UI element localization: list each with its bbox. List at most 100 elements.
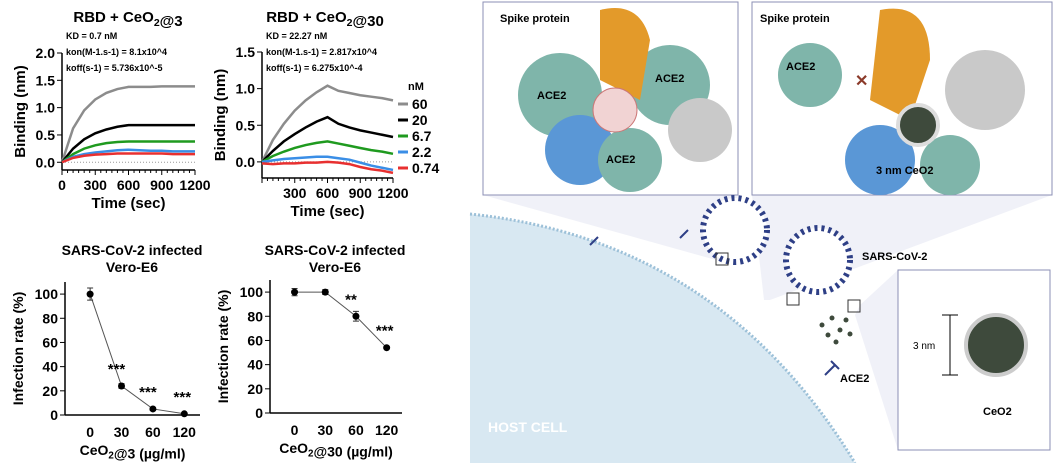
y-tick-label: 80 — [42, 310, 58, 326]
x-tick-label: 900 — [150, 177, 174, 193]
ace2-label: ACE2 — [606, 154, 635, 166]
kinetics-annotation: koff(s-1) = 5.736x10^-5 — [66, 63, 163, 73]
ceo2-nanoparticle — [896, 103, 940, 147]
legend-label: 2.2 — [412, 144, 432, 160]
ceo2-nanoparticle — [964, 313, 1028, 377]
zoom-cone — [855, 270, 898, 450]
series-line-2.2 — [61, 148, 195, 164]
significance-marker: ** — [345, 291, 357, 308]
ace2-label: ACE2 — [537, 90, 566, 102]
legend-label: 0.74 — [412, 160, 439, 176]
virus-label: SARS-CoV-2 — [862, 251, 927, 263]
spike-label: Spike protein — [760, 13, 830, 25]
x-tick-label: 0 — [291, 422, 299, 438]
y-tick-label: 0 — [255, 405, 263, 421]
data-point — [291, 288, 299, 296]
y-tick-label: 20 — [247, 381, 263, 397]
size-label: 3 nm — [913, 341, 935, 352]
x-tick-label: 60 — [145, 424, 161, 440]
kinetics-annotation: kon(M-1.s-1) = 2.817x10^4 — [266, 47, 377, 57]
series-line-0.74 — [261, 160, 394, 175]
y-tick-label: 80 — [247, 308, 263, 324]
ceo2-label: CeO2 — [983, 406, 1012, 418]
y-tick-label: 0.0 — [236, 154, 256, 170]
x-tick-label: 120 — [173, 424, 197, 440]
x-tick-label: 60 — [348, 422, 364, 438]
significance-marker: *** — [376, 323, 394, 340]
spike-label: Spike protein — [500, 13, 570, 25]
virus-particle — [783, 225, 853, 295]
data-point — [118, 382, 126, 390]
y-tick-label: 40 — [247, 357, 263, 373]
y-axis-label: Infection rate (%) — [215, 290, 231, 404]
y-tick-label: 0.0 — [36, 154, 56, 170]
spike-protein — [870, 8, 930, 121]
legend-title: nM — [408, 81, 424, 93]
kinetics-annotation: kon(M-1.s-1) = 8.1x10^4 — [66, 47, 167, 57]
x-tick-label: 900 — [349, 185, 373, 201]
x-axis-label: Time (sec) — [92, 195, 166, 212]
y-tick-label: 2.0 — [36, 45, 56, 61]
y-tick-label: 60 — [247, 332, 263, 348]
chart-title: RBD + CeO2@3 — [73, 9, 182, 30]
y-tick-label: 40 — [42, 359, 58, 375]
y-axis-label: Binding (nm) — [212, 69, 229, 161]
kinetics-annotation: KD = 0.7 nM — [66, 31, 117, 41]
y-tick-label: 100 — [35, 286, 59, 302]
x-axis-label: CeO2@3 (µg/ml) — [80, 442, 186, 462]
x-tick-label: 300 — [283, 185, 307, 201]
zoom-cone — [483, 195, 738, 260]
data-point — [180, 410, 188, 418]
legend-label: 6.7 — [412, 128, 432, 144]
series-line — [89, 293, 185, 415]
ace2-label: ACE2 — [840, 373, 869, 385]
series-line-6.7 — [261, 140, 394, 163]
data-point — [86, 290, 94, 298]
x-axis-label: Time (sec) — [291, 203, 365, 220]
y-tick-label: 1.0 — [36, 100, 56, 116]
y-tick-label: 1.5 — [36, 72, 56, 88]
x-tick-label: 0 — [86, 424, 94, 440]
ceo2-label: 3 nm CeO2 — [876, 165, 933, 177]
chart-title: RBD + CeO2@30 — [266, 9, 384, 30]
ace2-label: ACE2 — [786, 61, 815, 73]
x-axis-label: CeO2@30 (µg/ml) — [279, 440, 393, 460]
ace2-receptor — [824, 360, 840, 376]
significance-marker: *** — [139, 384, 157, 401]
rbd-domain — [545, 115, 615, 185]
series-line — [294, 291, 388, 349]
spike-subunit — [668, 98, 732, 162]
size-scale — [942, 314, 958, 376]
x-tick-label: 1200 — [179, 177, 210, 193]
data-point — [149, 405, 157, 413]
significance-marker: *** — [108, 361, 126, 378]
host-cell-label: HOST CELL — [488, 419, 568, 435]
y-tick-label: 20 — [42, 383, 58, 399]
data-point — [352, 312, 360, 320]
diagram: HOST CELL Spike protein ACE2 ACE2 ACE2 ✕… — [469, 1, 1053, 463]
y-tick-label: 0 — [50, 407, 58, 423]
y-tick-label: 1.0 — [236, 81, 256, 97]
series-line-6.7 — [61, 140, 195, 164]
legend-label: 20 — [412, 112, 428, 128]
rbd-domain — [845, 125, 915, 195]
zoom-marker — [715, 252, 729, 266]
series-line-0.74 — [61, 152, 195, 164]
spike-subunit — [945, 50, 1025, 130]
zoom-marker — [847, 299, 861, 313]
chart-title: Vero-E6 — [309, 259, 361, 275]
y-axis-label: Infection rate (%) — [10, 292, 26, 406]
data-point — [321, 288, 329, 296]
chart-title: SARS-CoV-2 infected — [265, 242, 406, 258]
y-tick-label: 1.5 — [236, 44, 256, 60]
spike-protein — [600, 8, 650, 100]
kinetics-annotation: koff(s-1) = 6.275x10^-4 — [266, 63, 363, 73]
ace2-protein — [598, 128, 662, 192]
x-tick-label: 30 — [317, 422, 333, 438]
ace2-protein — [920, 135, 980, 195]
y-tick-label: 100 — [240, 284, 264, 300]
series-line-2.2 — [261, 155, 394, 172]
kinetics-annotation: KD = 22.27 nM — [266, 31, 327, 41]
